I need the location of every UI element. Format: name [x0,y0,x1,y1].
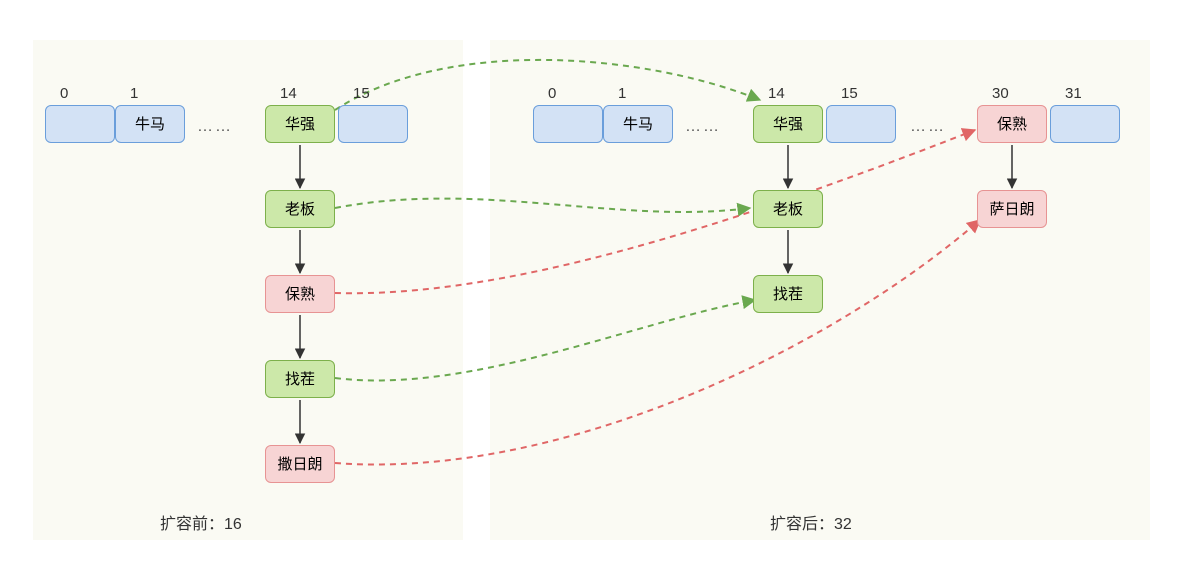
ellipsis: …… [197,118,233,136]
index-label: 31 [1065,85,1082,102]
node-R_p30: 保熟 [977,105,1047,143]
index-label: 1 [130,85,138,102]
node-label: 牛马 [135,117,165,132]
ellipsis: …… [910,118,946,136]
node-L_b1: 牛马 [115,105,185,143]
index-label: 1 [618,85,626,102]
index-label: 14 [768,85,785,102]
diagram-canvas: 0114150114153031………………牛马华强老板保熟找茬撒日朗牛马华强保… [0,0,1179,568]
node-L_g_laoban: 老板 [265,190,335,228]
node-label: 找茬 [285,372,315,387]
node-R_b0 [533,105,603,143]
node-label: 老板 [773,202,803,217]
node-R_b31 [1050,105,1120,143]
node-L_p_baoshu: 保熟 [265,275,335,313]
node-label: 保熟 [997,117,1027,132]
node-label: 老板 [285,202,315,217]
node-R_p_sarilang: 萨日朗 [977,190,1047,228]
node-label: 牛马 [623,117,653,132]
node-label: 找茬 [773,287,803,302]
node-L_b0 [45,105,115,143]
node-label: 撒日朗 [277,457,322,472]
caption: 扩容后：32 [770,510,852,534]
ellipsis: …… [685,118,721,136]
node-label: 保熟 [285,287,315,302]
node-label: 华强 [773,117,803,132]
index-label: 15 [353,85,370,102]
node-L_g14: 华强 [265,105,335,143]
node-L_g_zhaocha: 找茬 [265,360,335,398]
node-R_b15 [826,105,896,143]
index-label: 30 [992,85,1009,102]
node-label: 萨日朗 [989,202,1034,217]
node-label: 华强 [285,117,315,132]
node-L_b15 [338,105,408,143]
index-label: 0 [60,85,68,102]
index-label: 15 [841,85,858,102]
node-L_p_sarilang: 撒日朗 [265,445,335,483]
node-R_b1: 牛马 [603,105,673,143]
node-R_g14: 华强 [753,105,823,143]
index-label: 0 [548,85,556,102]
index-label: 14 [280,85,297,102]
node-R_g_zhaocha: 找茬 [753,275,823,313]
caption: 扩容前：16 [160,510,242,534]
node-R_g_laoban: 老板 [753,190,823,228]
